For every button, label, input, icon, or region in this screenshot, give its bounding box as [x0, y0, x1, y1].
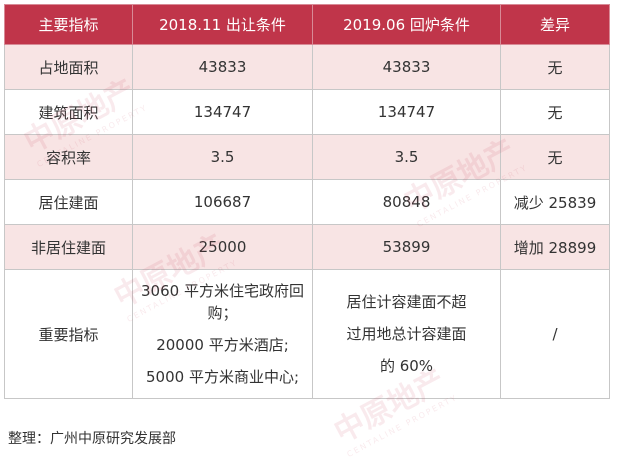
cell-indicator: 居住建面 — [4, 179, 133, 225]
table-row: 容积率 3.5 3.5 无 — [4, 134, 610, 180]
cell-difference: / — [500, 269, 610, 399]
cell-line: 3060 平方米住宅政府回购； — [141, 282, 304, 322]
table-row: 占地面积 43833 43833 无 — [4, 44, 610, 90]
cell-2018: 3.5 — [132, 134, 313, 180]
cell-difference: 减少 25839 — [500, 179, 610, 225]
cell-difference: 无 — [500, 134, 610, 180]
table-row: 重要指标 3060 平方米住宅政府回购； 20000 平方米酒店; 5000 平… — [4, 269, 610, 399]
cell-2019: 134747 — [312, 89, 501, 135]
header-difference: 差异 — [500, 4, 610, 45]
cell-difference: 无 — [500, 44, 610, 90]
watermark-subtext: CENTALINE PROPERTY — [345, 392, 460, 459]
cell-2019-multiline: 居住计容建面不超 过用地总计容建面 的 60% — [312, 269, 501, 399]
cell-2018-multiline: 3060 平方米住宅政府回购； 20000 平方米酒店; 5000 平方米商业中… — [132, 269, 313, 399]
cell-2019: 3.5 — [312, 134, 501, 180]
cell-2018: 25000 — [132, 224, 313, 270]
cell-indicator: 占地面积 — [4, 44, 133, 90]
header-2018-conditions: 2018.11 出让条件 — [132, 4, 313, 45]
source-note: 整理：广州中原研究发展部 — [8, 431, 176, 447]
cell-2018: 43833 — [132, 44, 313, 90]
table-row: 建筑面积 134747 134747 无 — [4, 89, 610, 135]
cell-2018: 134747 — [132, 89, 313, 135]
cell-line: 5000 平方米商业中心; — [146, 368, 299, 386]
cell-line: 过用地总计容建面 — [346, 325, 467, 343]
cell-indicator: 重要指标 — [4, 269, 133, 399]
cell-indicator: 非居住建面 — [4, 224, 133, 270]
table-header-row: 主要指标 2018.11 出让条件 2019.06 回炉条件 差异 — [4, 4, 610, 45]
cell-2018: 106687 — [132, 179, 313, 225]
cell-2019: 53899 — [312, 224, 501, 270]
cell-line: 居住计容建面不超 — [346, 293, 467, 311]
table-row: 非居住建面 25000 53899 增加 28899 — [4, 224, 610, 270]
cell-difference: 无 — [500, 89, 610, 135]
cell-line: 20000 平方米酒店; — [156, 336, 289, 354]
cell-indicator: 建筑面积 — [4, 89, 133, 135]
cell-line: 的 60% — [379, 357, 434, 375]
cell-indicator: 容积率 — [4, 134, 133, 180]
cell-2019: 43833 — [312, 44, 501, 90]
comparison-table: 主要指标 2018.11 出让条件 2019.06 回炉条件 差异 占地面积 4… — [4, 4, 610, 399]
cell-difference: 增加 28899 — [500, 224, 610, 270]
table-row: 居住建面 106687 80848 减少 25839 — [4, 179, 610, 225]
header-indicator: 主要指标 — [4, 4, 133, 45]
cell-2019: 80848 — [312, 179, 501, 225]
header-2019-conditions: 2019.06 回炉条件 — [312, 4, 501, 45]
